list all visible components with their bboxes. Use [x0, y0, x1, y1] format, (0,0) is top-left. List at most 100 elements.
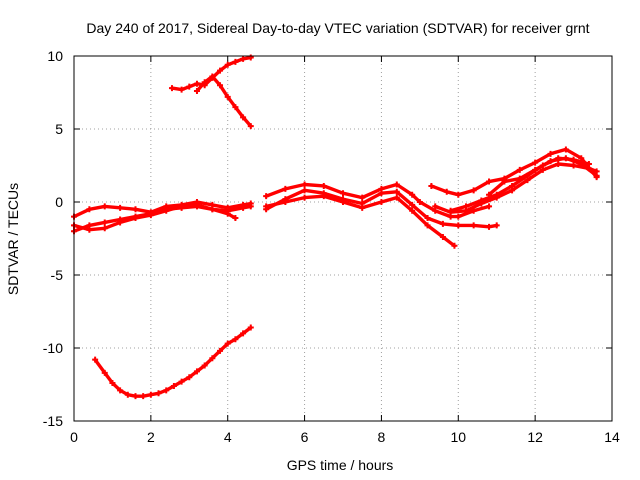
data-point — [124, 391, 131, 398]
data-point — [209, 355, 216, 362]
data-point — [186, 374, 193, 381]
data-point — [247, 123, 254, 130]
data-point — [109, 380, 116, 387]
data-point — [240, 55, 247, 62]
data-point — [478, 197, 485, 204]
data-point — [340, 190, 346, 197]
data-point — [178, 378, 185, 385]
chart-title: Day 240 of 2017, Sidereal Day-to-day VTE… — [86, 20, 589, 36]
data-point — [240, 330, 247, 337]
data-point — [493, 222, 500, 229]
data-point — [224, 61, 231, 68]
data-point — [516, 175, 523, 182]
axis-tick-labels: 0 2 4 6 8 10 12 14 -15 -10 -5 0 5 10 — [43, 48, 620, 445]
data-point — [101, 369, 108, 376]
data-point — [193, 203, 200, 210]
data-point — [209, 73, 216, 80]
data-point — [101, 219, 108, 226]
data-point — [147, 391, 154, 398]
data-point — [201, 79, 208, 86]
data-point — [393, 188, 400, 195]
data-point — [393, 181, 400, 188]
x-tick-label: 2 — [147, 429, 155, 445]
data-point — [117, 216, 124, 223]
data-point — [217, 82, 224, 89]
data-point — [168, 85, 175, 92]
data-point — [193, 80, 200, 87]
data-point — [593, 172, 600, 179]
data-point — [455, 213, 462, 220]
data-point — [163, 387, 170, 394]
data-point — [493, 191, 500, 198]
data-point — [132, 213, 139, 220]
data-point — [570, 162, 577, 169]
x-tick-label: 0 — [70, 429, 78, 445]
data-point — [193, 368, 200, 375]
data-point — [232, 58, 239, 65]
data-point — [562, 146, 569, 153]
data-point — [555, 161, 562, 168]
data-point — [562, 155, 569, 162]
data-point — [247, 54, 254, 61]
data-point — [263, 206, 270, 213]
data-point — [247, 203, 254, 210]
data-point — [301, 187, 308, 194]
data-point — [409, 207, 416, 214]
y-tick-label: -15 — [43, 413, 63, 429]
x-axis-title: GPS time / hours — [287, 457, 394, 473]
data-point — [547, 158, 554, 165]
data-point — [282, 185, 289, 192]
data-point — [147, 210, 154, 217]
data-point — [232, 215, 239, 222]
data-point — [486, 203, 493, 210]
data-point — [101, 225, 108, 232]
data-point — [378, 199, 385, 205]
data-point — [532, 166, 539, 173]
data-point — [263, 193, 270, 200]
data-point — [447, 207, 454, 214]
y-tick-label: 10 — [47, 48, 63, 64]
data-point — [359, 194, 366, 201]
data-point — [443, 188, 450, 195]
data-point — [247, 324, 254, 331]
data-point — [140, 393, 147, 400]
data-point — [432, 203, 439, 210]
data-point — [340, 196, 346, 203]
x-tick-label: 4 — [224, 429, 232, 445]
data-point — [409, 201, 416, 208]
data-point — [470, 222, 477, 229]
data-point — [532, 159, 539, 166]
data-point — [320, 190, 327, 197]
data-point — [428, 182, 435, 189]
data-point — [320, 182, 327, 189]
data-point — [209, 206, 216, 213]
data-point — [578, 161, 585, 168]
data-point — [201, 362, 208, 369]
y-tick-label: 5 — [55, 121, 63, 137]
x-tick-label: 8 — [378, 429, 386, 445]
data-point — [224, 207, 231, 214]
y-axis-title: SDTVAR / TECUs — [5, 183, 21, 295]
data-point — [101, 203, 108, 210]
y-tick-label: 0 — [55, 194, 63, 210]
data-point — [585, 161, 592, 168]
data-point — [224, 340, 231, 347]
data-point — [470, 187, 477, 194]
data-point — [170, 382, 177, 389]
data-point — [393, 194, 400, 201]
data-point — [132, 206, 139, 213]
data-point — [359, 200, 366, 207]
data-point — [178, 204, 185, 211]
x-tick-label: 10 — [450, 429, 466, 445]
data-point — [424, 215, 431, 222]
data-point — [516, 166, 523, 173]
data-point — [132, 393, 139, 400]
y-tick-label: -10 — [43, 340, 63, 356]
data-point — [178, 86, 185, 93]
data-point — [240, 204, 247, 211]
data-point — [451, 242, 458, 249]
data-point — [439, 220, 446, 227]
x-tick-label: 12 — [527, 429, 543, 445]
data-point — [409, 191, 416, 198]
